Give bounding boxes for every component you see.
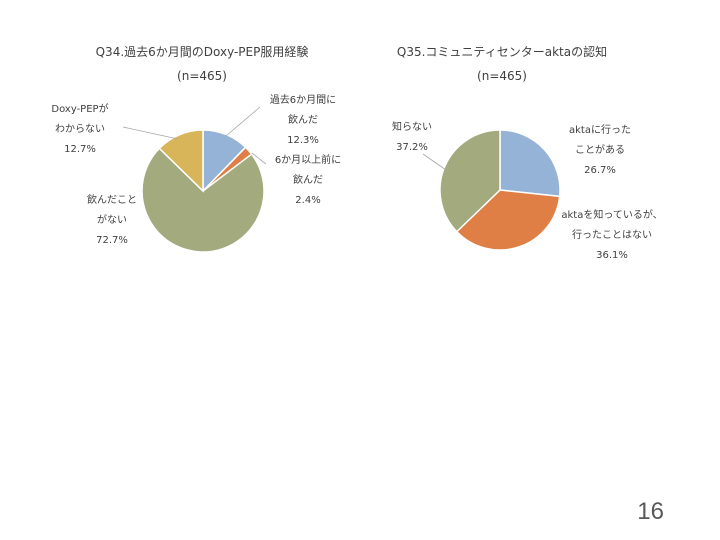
chart-n-q34: (n=465): [177, 69, 227, 83]
pie-q34-leader-0: [225, 106, 261, 137]
pie-q34-slice-2: [141, 147, 265, 253]
pie-q35-slice-0: [499, 129, 561, 198]
pie-q34-label-3: Doxy-PEPがわからない 12.7%: [51, 102, 108, 155]
chart-title-q34: Q34.過去6か月間のDoxy-PEP服用経験: [95, 45, 309, 59]
pie-q34-leader-1: [251, 152, 267, 165]
pie-q35-leader-2: [422, 153, 447, 171]
pie-q34-slice-3: [158, 129, 204, 193]
pie-q35-label-1: aktaを知っているが、行ったことはない 36.1%: [561, 208, 662, 261]
pie-q34-label-0: 過去6か月間に飲んだ 12.3%: [270, 94, 336, 146]
pie-q35-slice-2: [439, 129, 501, 233]
pie-q35-label-2: 知らない 37.2%: [392, 120, 432, 153]
chart-title-q35: Q35.コミュニティセンターaktaの認知: [396, 45, 608, 59]
pie-q35-label-0: aktaに行ったことがある 26.7%: [569, 123, 631, 176]
page-number: 16: [637, 498, 664, 525]
pie-q34: 過去6か月間に飲んだ 12.3% 6か月以上前に飲んだ 2.4% 飲んだことがない 72.…: [51, 94, 341, 253]
pie-q34-label-2: 飲んだことがない 72.7%: [87, 193, 137, 246]
pie-q34-label-1: 6か月以上前に飲んだ 2.4%: [275, 153, 341, 206]
pie-q35: aktaに行ったことがある 26.7% aktaを知っているが、行ったことはない 36…: [392, 120, 663, 261]
pie-q34-leader-3: [122, 126, 179, 140]
pie-q35-slice-1: [455, 189, 561, 251]
chart-n-q35: (n=465): [477, 69, 527, 83]
